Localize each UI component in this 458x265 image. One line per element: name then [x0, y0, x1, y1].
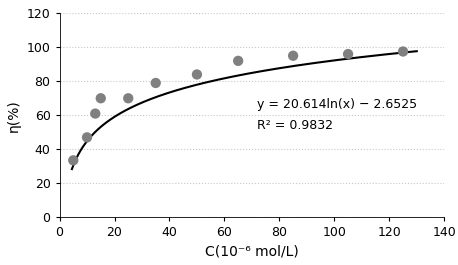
Point: [70, 158, 77, 162]
Point: [97, 96, 104, 100]
Point: [125, 96, 132, 100]
Point: [92, 112, 99, 116]
Point: [399, 49, 407, 54]
X-axis label: C(10⁻⁶ mol/L): C(10⁻⁶ mol/L): [205, 245, 299, 259]
Text: y = 20.614ln(x) − 2.6525
R² = 0.9832: y = 20.614ln(x) − 2.6525 R² = 0.9832: [257, 98, 418, 132]
Point: [289, 54, 297, 58]
Point: [152, 81, 159, 85]
Point: [234, 59, 242, 63]
Point: [344, 52, 352, 56]
Point: [83, 135, 91, 139]
Y-axis label: η(%): η(%): [7, 99, 21, 132]
Point: [193, 72, 201, 77]
